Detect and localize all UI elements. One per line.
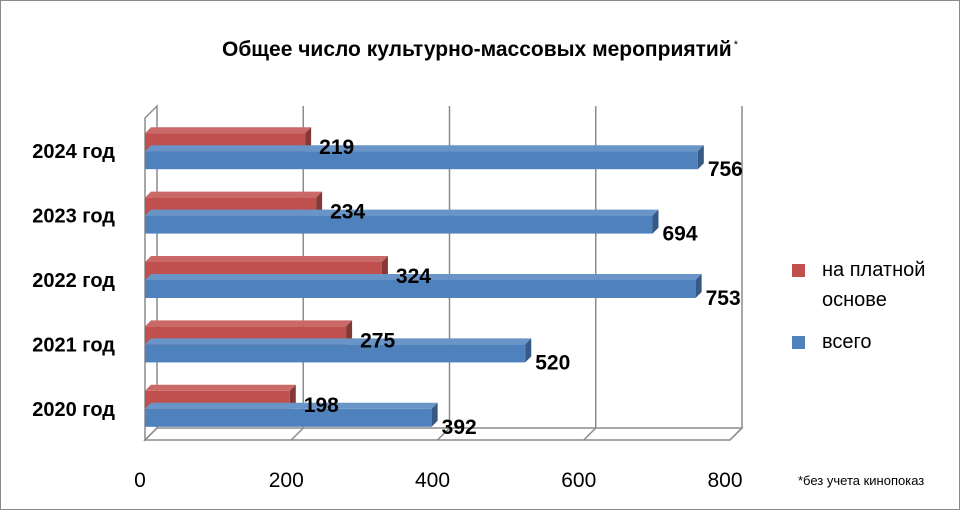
bar-top-total [145,209,659,216]
gridline-diag [583,427,597,441]
y-category-label: 2023 год [32,206,115,228]
bar-total [145,215,653,234]
gridline-diag [729,427,743,441]
chart-title: Общее число культурно-массовых мероприят… [0,38,960,62]
footnote: *без учета кинопоказ [798,473,925,488]
bar-top-paid [145,127,312,134]
bar-top-paid [145,191,323,198]
data-label-paid: 234 [330,201,365,224]
legend-label-paid: на платной основе [822,259,926,311]
bar-end-total [695,274,702,298]
bar-total [145,344,526,363]
y-category-label: 2021 год [32,334,115,356]
bar-top-paid [145,320,353,327]
data-label-total: 520 [535,351,570,374]
bar-total [145,151,698,170]
title-text: Общее число культурно-массовых мероприят… [222,38,732,61]
gridline-diag [436,427,451,441]
y-category-label: 2020 год [32,399,115,421]
bar-end-total [652,209,659,234]
data-label-paid: 324 [396,265,431,288]
bar-end-total [525,338,532,363]
y-category-label: 2024 год [32,141,115,163]
x-tick-label: 400 [415,469,450,492]
bar-top-paid [145,384,296,391]
legend-swatch-total [792,336,805,349]
data-label-paid: 198 [304,394,339,417]
bar-top-total [145,274,702,280]
bar-total [145,280,696,298]
bar-total [145,408,432,427]
data-label-total: 756 [708,158,743,181]
y-category-label: 2022 год [32,270,115,292]
data-label-paid: 275 [360,329,395,352]
bar-top-total [145,145,704,152]
bar-top-total [145,402,438,409]
data-label-total: 392 [442,416,477,439]
bar-end-total [431,402,438,427]
bar-top-paid [145,256,388,262]
legend-label-total: всего [822,331,872,353]
data-label-paid: 219 [319,136,354,159]
data-label-total: 694 [662,223,697,246]
x-tick-label: 0 [134,469,146,492]
x-tick-label: 600 [561,469,596,492]
legend-swatch-paid [792,264,805,277]
bar-end-total [697,145,704,170]
x-tick-label: 800 [707,469,742,492]
title-footnote-mark: * [733,39,738,51]
gridline-diag [290,427,304,441]
x-tick-label: 200 [269,469,304,492]
bar-top-total [145,338,532,345]
data-label-total: 753 [706,287,741,310]
